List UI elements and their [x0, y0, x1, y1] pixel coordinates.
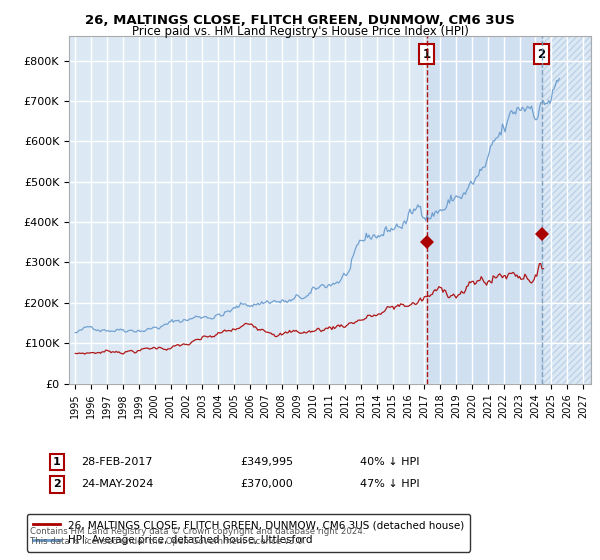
Text: 26, MALTINGS CLOSE, FLITCH GREEN, DUNMOW, CM6 3US: 26, MALTINGS CLOSE, FLITCH GREEN, DUNMOW…	[85, 14, 515, 27]
Text: £370,000: £370,000	[240, 479, 293, 489]
Text: 40% ↓ HPI: 40% ↓ HPI	[360, 457, 419, 467]
Bar	[427, 36, 542, 384]
Text: £349,995: £349,995	[240, 457, 293, 467]
Legend: 26, MALTINGS CLOSE, FLITCH GREEN, DUNMOW, CM6 3US (detached house), HPI: Average: 26, MALTINGS CLOSE, FLITCH GREEN, DUNMOW…	[27, 514, 470, 552]
Text: 24-MAY-2024: 24-MAY-2024	[81, 479, 154, 489]
Text: 1: 1	[423, 48, 431, 60]
Text: 28-FEB-2017: 28-FEB-2017	[81, 457, 152, 467]
Text: 47% ↓ HPI: 47% ↓ HPI	[360, 479, 419, 489]
Bar	[542, 36, 591, 384]
Text: 2: 2	[538, 48, 546, 60]
Text: Price paid vs. HM Land Registry's House Price Index (HPI): Price paid vs. HM Land Registry's House …	[131, 25, 469, 38]
Text: 2: 2	[53, 479, 61, 489]
Text: 1: 1	[53, 457, 61, 467]
Text: Contains HM Land Registry data © Crown copyright and database right 2024.
This d: Contains HM Land Registry data © Crown c…	[30, 526, 365, 546]
